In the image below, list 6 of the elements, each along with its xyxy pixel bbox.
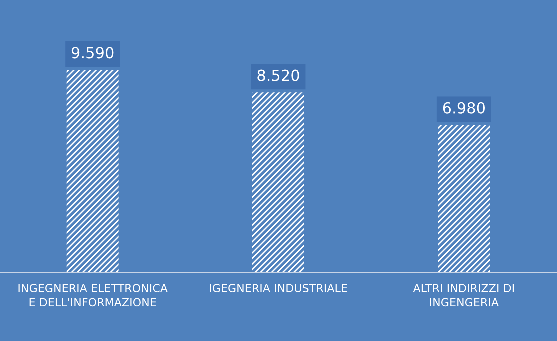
x-tick-label: INGEGNERIA ELETTRONICA E DELL'INFORMAZIONE (18, 284, 168, 307)
data-label: 8.520 (258, 70, 300, 82)
x-tick-label: IGEGNERIA INDUSTRIALE (210, 284, 348, 293)
x-tick-label: ALTRI INDIRIZZI DI INGENGERIA (413, 284, 514, 307)
data-label: 9.590 (72, 47, 114, 59)
data-label: 6.980 (443, 102, 486, 114)
